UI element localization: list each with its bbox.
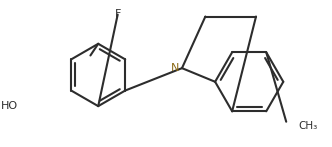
Text: HO: HO [1, 101, 18, 111]
Text: F: F [115, 9, 121, 19]
Text: CH₃: CH₃ [298, 121, 317, 131]
Text: N: N [171, 63, 179, 73]
